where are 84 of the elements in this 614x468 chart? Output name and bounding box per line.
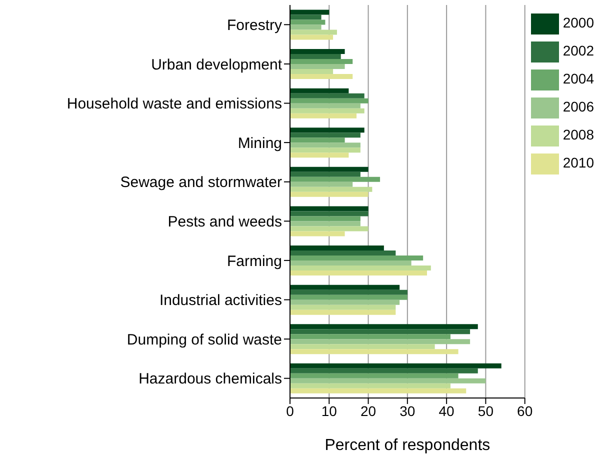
bar — [290, 152, 349, 158]
bar — [290, 378, 486, 384]
legend-label: 2000 — [562, 14, 594, 31]
bar — [290, 69, 334, 74]
y-tick-label: Urban development — [151, 56, 283, 74]
bar — [290, 30, 337, 35]
bar — [290, 113, 357, 118]
bar — [290, 20, 326, 25]
x-tick-label: 20 — [360, 402, 376, 419]
bar — [290, 142, 360, 148]
x-tick-label: 30 — [400, 402, 416, 419]
bar — [290, 270, 427, 276]
bar — [290, 339, 470, 344]
y-tick-label: Farming — [226, 252, 282, 270]
bar — [290, 34, 334, 40]
bar — [290, 88, 349, 94]
y-tick-label: Household waste and emissions — [66, 96, 282, 113]
bar — [290, 24, 322, 30]
x-axis-title: Percent of respondents — [324, 437, 490, 454]
bar — [290, 221, 360, 226]
bar — [290, 54, 341, 60]
bar — [290, 182, 353, 187]
bar — [290, 256, 424, 261]
bar — [290, 284, 400, 290]
bar — [290, 344, 435, 350]
bar — [290, 93, 364, 98]
bar — [290, 349, 458, 354]
x-tick-label: 60 — [517, 402, 533, 419]
y-tick-label: Hazardous chemicals — [138, 370, 282, 388]
bar — [290, 300, 400, 305]
bar — [290, 59, 353, 64]
bar — [290, 329, 470, 334]
y-tick-label: Dumping of solid waste — [126, 331, 282, 348]
bar — [290, 176, 380, 182]
bar — [290, 49, 345, 54]
bar — [290, 10, 330, 15]
x-tick-label: 10 — [321, 402, 338, 419]
bar — [290, 334, 450, 340]
bar — [290, 138, 345, 143]
bar — [290, 324, 478, 330]
x-tick-label: 50 — [478, 402, 494, 419]
bar — [290, 128, 364, 133]
y-tick-label: Industrial activities — [159, 292, 282, 310]
bar — [290, 148, 360, 153]
bar — [290, 373, 458, 378]
bar — [290, 290, 408, 295]
bar — [290, 98, 368, 104]
bar — [290, 266, 431, 271]
bar — [290, 226, 368, 232]
bar — [290, 368, 478, 374]
bar — [290, 260, 412, 266]
bar — [290, 388, 466, 394]
x-tick-label: 40 — [438, 402, 455, 419]
y-tick-label: Sewage and stormwater — [120, 174, 282, 192]
bar — [290, 211, 368, 216]
bar — [290, 383, 450, 388]
bar — [290, 246, 384, 251]
bar — [290, 231, 345, 236]
bar — [290, 132, 360, 138]
bar — [290, 74, 353, 80]
bar — [290, 206, 368, 212]
legend-label: 2002 — [562, 42, 594, 59]
x-tick-label: 0 — [286, 402, 294, 419]
bar — [290, 64, 345, 70]
legend-label: 2006 — [562, 98, 594, 115]
bar — [290, 108, 364, 114]
bar — [290, 172, 360, 177]
bar — [290, 250, 396, 256]
legend-label: 2010 — [562, 154, 594, 171]
y-tick-label: Pests and weeds — [168, 213, 282, 230]
bar — [290, 103, 360, 108]
bar — [290, 310, 396, 315]
y-tick-label: Mining — [238, 134, 282, 152]
legend-label: 2004 — [562, 70, 594, 87]
bar — [290, 363, 502, 368]
bar — [290, 294, 408, 300]
bar — [290, 186, 372, 192]
bar — [290, 192, 368, 197]
bar — [290, 216, 360, 222]
bar — [290, 166, 368, 172]
legend-label: 2008 — [562, 126, 594, 143]
y-tick-label: Forestry — [226, 16, 282, 34]
bar — [290, 304, 396, 310]
bar — [290, 14, 322, 20]
